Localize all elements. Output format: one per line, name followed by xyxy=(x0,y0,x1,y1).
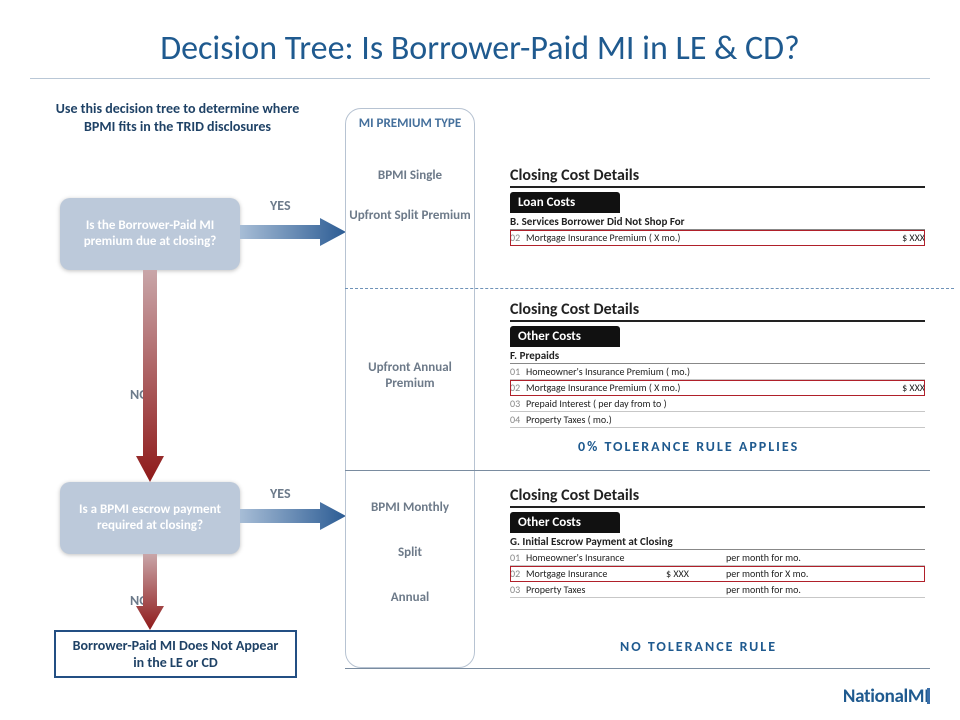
closing-cost-panel-2: Closing Cost Details Other Costs F. Prep… xyxy=(510,300,925,428)
row-label: Homeowner's Insurance Premium ( mo.) xyxy=(526,365,875,378)
mi-item-split: Split xyxy=(345,545,475,561)
mi-item-bpmi-single: BPMI Single xyxy=(345,168,475,184)
panel2-row-4: 04 Property Taxes ( mo.) xyxy=(510,412,925,428)
page: Decision Tree: Is Borrower-Paid MI in LE… xyxy=(0,0,960,720)
row-num: 02 xyxy=(510,231,526,244)
nationalmi-logo: NationalMI xyxy=(843,685,930,708)
yes-label-1: YES xyxy=(270,197,291,214)
mi-item-upfront-annual: Upfront Annual Premium xyxy=(345,360,475,393)
other-costs-bar-3: Other Costs xyxy=(510,512,620,533)
panel2-row-3: 03 Prepaid Interest ( per day from to ) xyxy=(510,396,925,412)
row-mid: $ XXX xyxy=(666,567,726,580)
row-label: Property Taxes ( mo.) xyxy=(526,413,875,426)
row-amt: $ XXX xyxy=(875,381,925,394)
panel2-row-2: 02 Mortgage Insurance Premium ( X mo.) $… xyxy=(510,380,925,396)
title-rule xyxy=(30,78,930,79)
row-num: 01 xyxy=(510,365,526,378)
logo-bar-icon xyxy=(927,688,930,704)
no-tolerance-text: NO TOLERANCE RULE xyxy=(620,638,777,655)
row-tail: per month for mo. xyxy=(726,583,866,596)
row-label: Mortgage Insurance Premium ( X mo.) xyxy=(526,381,875,394)
intro-text: Use this decision tree to determine wher… xyxy=(55,100,300,135)
row-mid xyxy=(666,583,726,596)
row-tail: per month for X mo. xyxy=(726,567,866,580)
final-result-box: Borrower-Paid MI Does Not Appear in the … xyxy=(54,630,297,678)
logo-text-b: MI xyxy=(908,685,929,708)
row-num: 03 xyxy=(510,397,526,410)
row-num: 02 xyxy=(510,381,526,394)
row-label: Prepaid Interest ( per day from to ) xyxy=(526,397,875,410)
ccd-title-1: Closing Cost Details xyxy=(510,166,925,188)
arrow-no-1 xyxy=(136,270,164,482)
row-num: 01 xyxy=(510,551,526,564)
mi-item-upfront-split: Upfront Split Premium xyxy=(345,208,475,224)
panel3-row-2: 02 Mortgage Insurance $ XXX per month fo… xyxy=(510,566,925,582)
row-amt xyxy=(875,365,925,378)
row-label: Mortgage Insurance xyxy=(526,567,666,580)
zero-tolerance-text: 0% TOLERANCE RULE APPLIES xyxy=(578,438,799,455)
dashed-divider xyxy=(345,288,954,289)
row-label: Property Taxes xyxy=(526,583,666,596)
logo-text-a: National xyxy=(843,685,908,708)
panel1-row-mip: 02 Mortgage Insurance Premium ( X mo.) $… xyxy=(510,230,925,246)
row-num: 03 xyxy=(510,583,526,596)
row-num: 04 xyxy=(510,413,526,426)
mi-item-annual: Annual xyxy=(345,590,475,606)
mi-item-bpmi-monthly: BPMI Monthly xyxy=(345,500,475,516)
panel3-row-3: 03 Property Taxes per month for mo. xyxy=(510,582,925,598)
loan-costs-bar: Loan Costs xyxy=(510,192,620,213)
panel2-sub: F. Prepaids xyxy=(510,347,925,364)
row-label: Mortgage Insurance Premium ( X mo.) xyxy=(526,231,875,244)
page-title: Decision Tree: Is Borrower-Paid MI in LE… xyxy=(0,28,960,69)
panel2-row-1: 01 Homeowner's Insurance Premium ( mo.) xyxy=(510,364,925,380)
row-amt: $ XXX xyxy=(875,231,925,244)
closing-cost-panel-3: Closing Cost Details Other Costs G. Init… xyxy=(510,486,925,598)
yes-label-2: YES xyxy=(270,485,291,502)
row-tail: per month for mo. xyxy=(726,551,866,564)
mi-premium-header: MI PREMIUM TYPE xyxy=(345,116,475,132)
arrow-yes-2 xyxy=(240,502,346,530)
arrow-no-2 xyxy=(136,554,164,630)
other-costs-bar-2: Other Costs xyxy=(510,326,620,347)
ccd-title-2: Closing Cost Details xyxy=(510,300,925,322)
solid-divider-2 xyxy=(345,668,930,669)
row-mid xyxy=(666,551,726,564)
row-num: 02 xyxy=(510,567,526,580)
panel3-sub: G. Initial Escrow Payment at Closing xyxy=(510,533,925,550)
panel1-sub: B. Services Borrower Did Not Shop For xyxy=(510,213,925,230)
row-label: Homeowner's Insurance xyxy=(526,551,666,564)
panel3-row-1: 01 Homeowner's Insurance per month for m… xyxy=(510,550,925,566)
question-1-box: Is the Borrower-Paid MI premium due at c… xyxy=(60,198,240,270)
row-amt xyxy=(875,413,925,426)
arrow-yes-1 xyxy=(240,218,346,246)
question-2-box: Is a BPMI escrow payment required at clo… xyxy=(60,482,240,554)
solid-divider-1 xyxy=(345,470,930,471)
ccd-title-3: Closing Cost Details xyxy=(510,486,925,508)
closing-cost-panel-1: Closing Cost Details Loan Costs B. Servi… xyxy=(510,166,925,246)
row-amt xyxy=(875,397,925,410)
